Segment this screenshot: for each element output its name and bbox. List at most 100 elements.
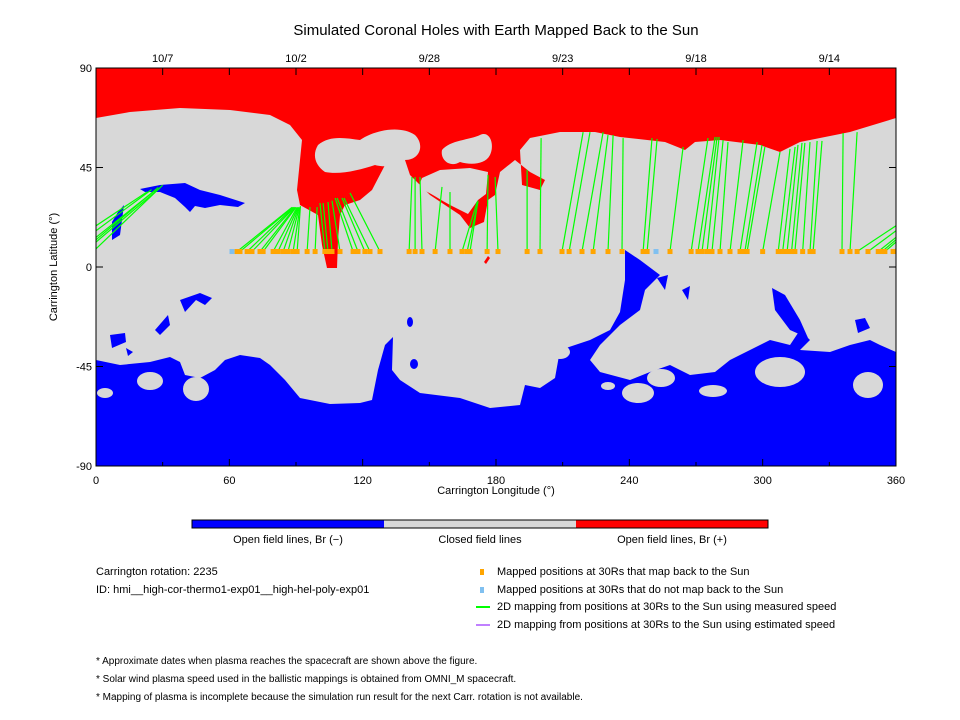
mapping-line [96,191,148,227]
mapping-line [349,192,381,252]
colorbar-label-positive: Open field lines, Br (+) [617,534,727,546]
mapped-point [792,249,798,255]
mapping-line [419,176,423,252]
mapping-line [856,225,896,253]
carrington-rotation: Carrington rotation: 2235 [96,566,218,578]
mapped-point [312,249,318,255]
note-3: * Mapping of plasma is incomplete becaus… [96,692,583,703]
mapped-point [249,249,255,255]
mapped-point [337,249,343,255]
mapping-line [762,151,781,252]
legend-estimated: 2D mapping from positions at 30Rs to the… [497,619,836,631]
mapped-point [322,249,328,255]
y-tick-label: 0 [86,262,92,274]
mapped-point [285,249,291,255]
mapped-point [640,249,646,255]
mapping-line [96,186,161,243]
mapping-line [296,206,302,252]
mapping-line [239,206,294,252]
mapping-line [782,146,796,252]
y-axis-label: Carrington Latitude (°) [48,212,60,322]
mapped-point [459,249,465,255]
mapped-point [780,249,786,255]
mapping-line [690,138,709,252]
closed-field-islands-south [97,345,883,403]
mapped-point [619,249,625,255]
mapped-point [257,249,263,255]
purple-line-icon [476,624,490,626]
mapping-line [739,141,758,252]
mapped-point [432,249,438,255]
mapping-line [327,201,333,252]
mapping-line [314,207,318,252]
mapping-line [408,176,413,252]
mapped-point [744,249,750,255]
lightblue-square-icon [480,587,484,593]
mapping-line [341,197,366,252]
mapped-point [760,249,766,255]
mapped-point [865,249,871,255]
mapping-line [277,207,299,252]
colorbar-positive [576,520,768,528]
mapped-point [839,249,845,255]
mapping-line [719,142,729,252]
positive-open-field-region [96,68,896,268]
mapped-point [367,249,373,255]
colorbar-label-closed: Closed field lines [438,534,522,546]
x-axis-label: Carrington Longitude (°) [437,485,555,497]
mapping-line [282,207,300,252]
mapped-point [890,249,896,255]
orange-square-icon [480,569,484,575]
mapped-point [290,249,296,255]
mapped-point [467,249,473,255]
colorbar-frame [191,519,769,529]
mapping-line [809,140,818,252]
legend-measured: 2D mapping from positions at 30Rs to the… [497,601,837,613]
mapping-line [849,132,858,252]
mapping-line [292,207,301,252]
x-tick-label: 240 [620,475,638,487]
mapped-point [559,249,565,255]
mapping-line [469,200,479,252]
positive-open-field-speck [484,256,490,264]
colorbar [191,519,769,529]
mapping-line [272,207,298,252]
mapped-point [775,249,781,255]
mapping-line [246,206,294,252]
mapped-point [260,249,266,255]
mapping-line [746,146,766,252]
mapped-point [566,249,572,255]
mapped-point [800,249,806,255]
mapped-point [882,249,888,255]
y-tick-label: 90 [80,63,92,75]
mapped-point [325,249,331,255]
mapping-line [706,136,720,252]
mapping-line [287,207,300,252]
x-tick-label: 300 [753,475,771,487]
mapped-point [875,249,881,255]
mapping-line [802,142,811,252]
mapping-line [336,197,359,252]
mapped-point [737,249,743,255]
mapped-point [807,249,813,255]
mapped-point [447,249,453,255]
mapped-point [695,249,701,255]
mapping-line [790,142,803,252]
mapping-line [236,206,293,252]
mapped-point [717,249,723,255]
mapping-line [867,230,896,253]
mapped-point [709,249,715,255]
closed-field-island [441,134,492,165]
mapped-point [304,249,310,255]
mapped-point [412,249,418,255]
mapped-point [294,249,300,255]
mapped-point [237,249,243,255]
mapped-point [406,249,412,255]
mapping-line [322,203,329,252]
mapping-line [259,206,296,252]
mapped-point [810,249,816,255]
mapped-point [727,249,733,255]
mapping-line [881,238,896,252]
x-tick-label: 120 [353,475,371,487]
negative-open-field-islands [110,275,870,369]
